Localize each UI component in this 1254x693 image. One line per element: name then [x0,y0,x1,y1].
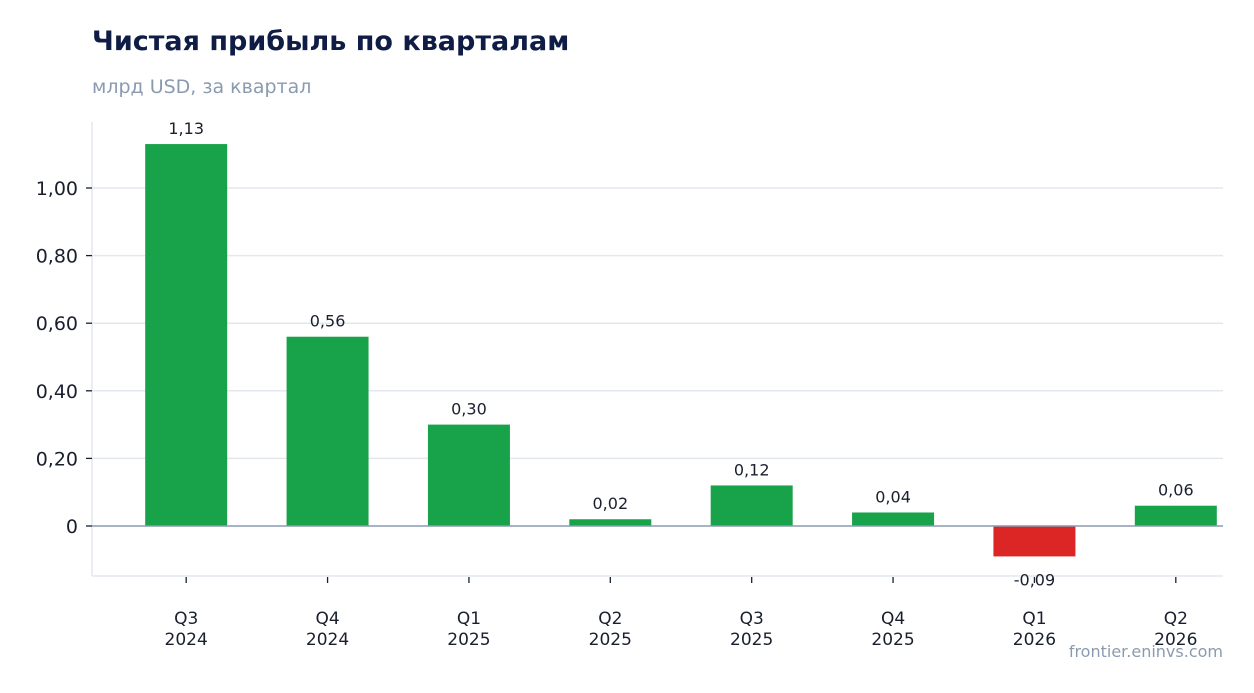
x-tick-label: 2026 [1013,630,1056,650]
y-tick-label: 1,00 [36,178,78,200]
bar [993,526,1076,557]
data-label: 1,13 [168,119,204,138]
x-tick-label: Q3 [174,609,198,629]
data-label: 0,56 [310,312,346,331]
data-label: 0,06 [1158,481,1194,500]
y-tick-label: 0,80 [36,246,78,268]
x-tick-label: Q1 [457,609,481,629]
source-credit: frontier.eninvs.com [1068,642,1223,661]
bar [852,512,935,526]
chart-title: Чистая прибыль по кварталам [92,26,570,57]
y-tick-label: 0,20 [36,448,78,470]
x-tick-label: 2025 [730,630,773,650]
x-tick-label: 2025 [871,630,914,650]
x-tick-label: Q4 [315,609,339,629]
y-tick-label: 0,60 [36,313,78,335]
x-tick-label: Q3 [740,609,764,629]
data-label: 0,02 [593,494,629,513]
bar [1134,505,1217,526]
bar [569,519,652,526]
x-tick-label: Q2 [1164,609,1188,629]
x-tick-label: 2026 [1154,630,1197,650]
x-tick-label: Q2 [598,609,622,629]
y-tick-label: 0,40 [36,381,78,403]
bar [145,144,228,526]
bar [427,424,510,526]
x-tick-label: Q4 [881,609,905,629]
data-label: 0,30 [451,400,487,419]
y-tick-label: 0 [66,516,78,538]
x-tick-label: 2025 [447,630,490,650]
bar [286,336,369,526]
data-label: 0,12 [734,460,770,479]
x-tick-label: 2024 [306,630,349,650]
x-tick-label: Q1 [1022,609,1046,629]
x-tick-label: 2024 [165,630,208,650]
data-label: 0,04 [875,487,911,506]
x-tick-label: 2025 [589,630,632,650]
chart-subtitle: млрд USD, за квартал [92,76,312,98]
bar [710,485,793,526]
